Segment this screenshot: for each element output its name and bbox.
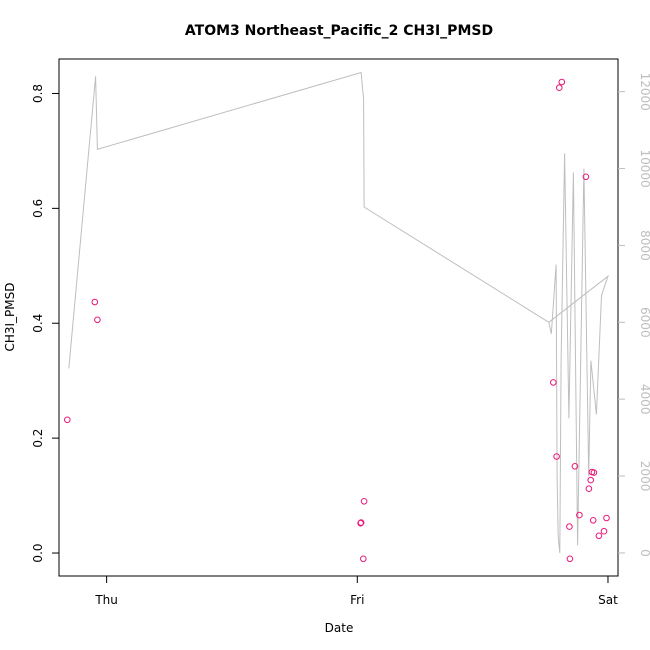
y2-tick-label: 10000 [638,149,650,187]
data-point [64,416,71,424]
data-point [566,523,573,530]
data-point [603,514,610,522]
chart-title: ATOM3 Northeast_Pacific_2 CH3I_PMSD [185,23,493,39]
y-axis-right: 0 2000 4000 6000 8000 10000 12000 [618,73,650,557]
data-point [590,469,598,476]
data-point [582,173,590,181]
y2-tick-label: 2000 [638,461,650,492]
data-point [553,453,560,460]
right-axis-series-line [68,71,610,553]
data-point [587,476,595,484]
y-tick-label: 0.8 [31,84,45,103]
y-tick-label: 0.6 [31,199,45,218]
y-tick-label: 0.4 [31,314,45,333]
y-tick-label: 0.2 [31,429,45,448]
data-point [566,555,574,563]
y-axis-label: CH3I_PMSD [3,282,17,351]
y2-tick-label: 4000 [638,384,650,415]
data-point [595,532,603,540]
data-point [556,84,563,91]
series-line [68,71,610,553]
x-tick-label: Fri [350,593,364,607]
data-point [94,316,101,324]
y-axis-left: 0.0 0.2 0.4 0.6 0.8 [31,84,59,563]
data-point [571,463,579,470]
data-point [357,519,365,526]
y2-tick-label: 0 [638,549,650,557]
x-axis-label: Date [325,621,354,635]
x-tick-label: Thu [94,593,118,607]
y-tick-label: 0.0 [31,543,45,562]
data-point [585,485,593,493]
data-point [550,379,557,386]
y2-tick-label: 12000 [638,73,650,111]
x-tick-label: Sat [598,593,618,607]
data-point [360,498,368,505]
data-point [576,511,583,519]
left-axis-points [64,78,610,563]
x-axis: Thu Fri Sat [94,576,618,607]
data-point [360,555,367,563]
plot-frame [58,58,619,577]
y2-tick-label: 8000 [638,230,650,261]
data-point [91,298,99,306]
data-point [589,517,597,524]
data-point [600,527,608,535]
data-point [558,78,566,86]
y2-tick-label: 6000 [638,307,650,338]
